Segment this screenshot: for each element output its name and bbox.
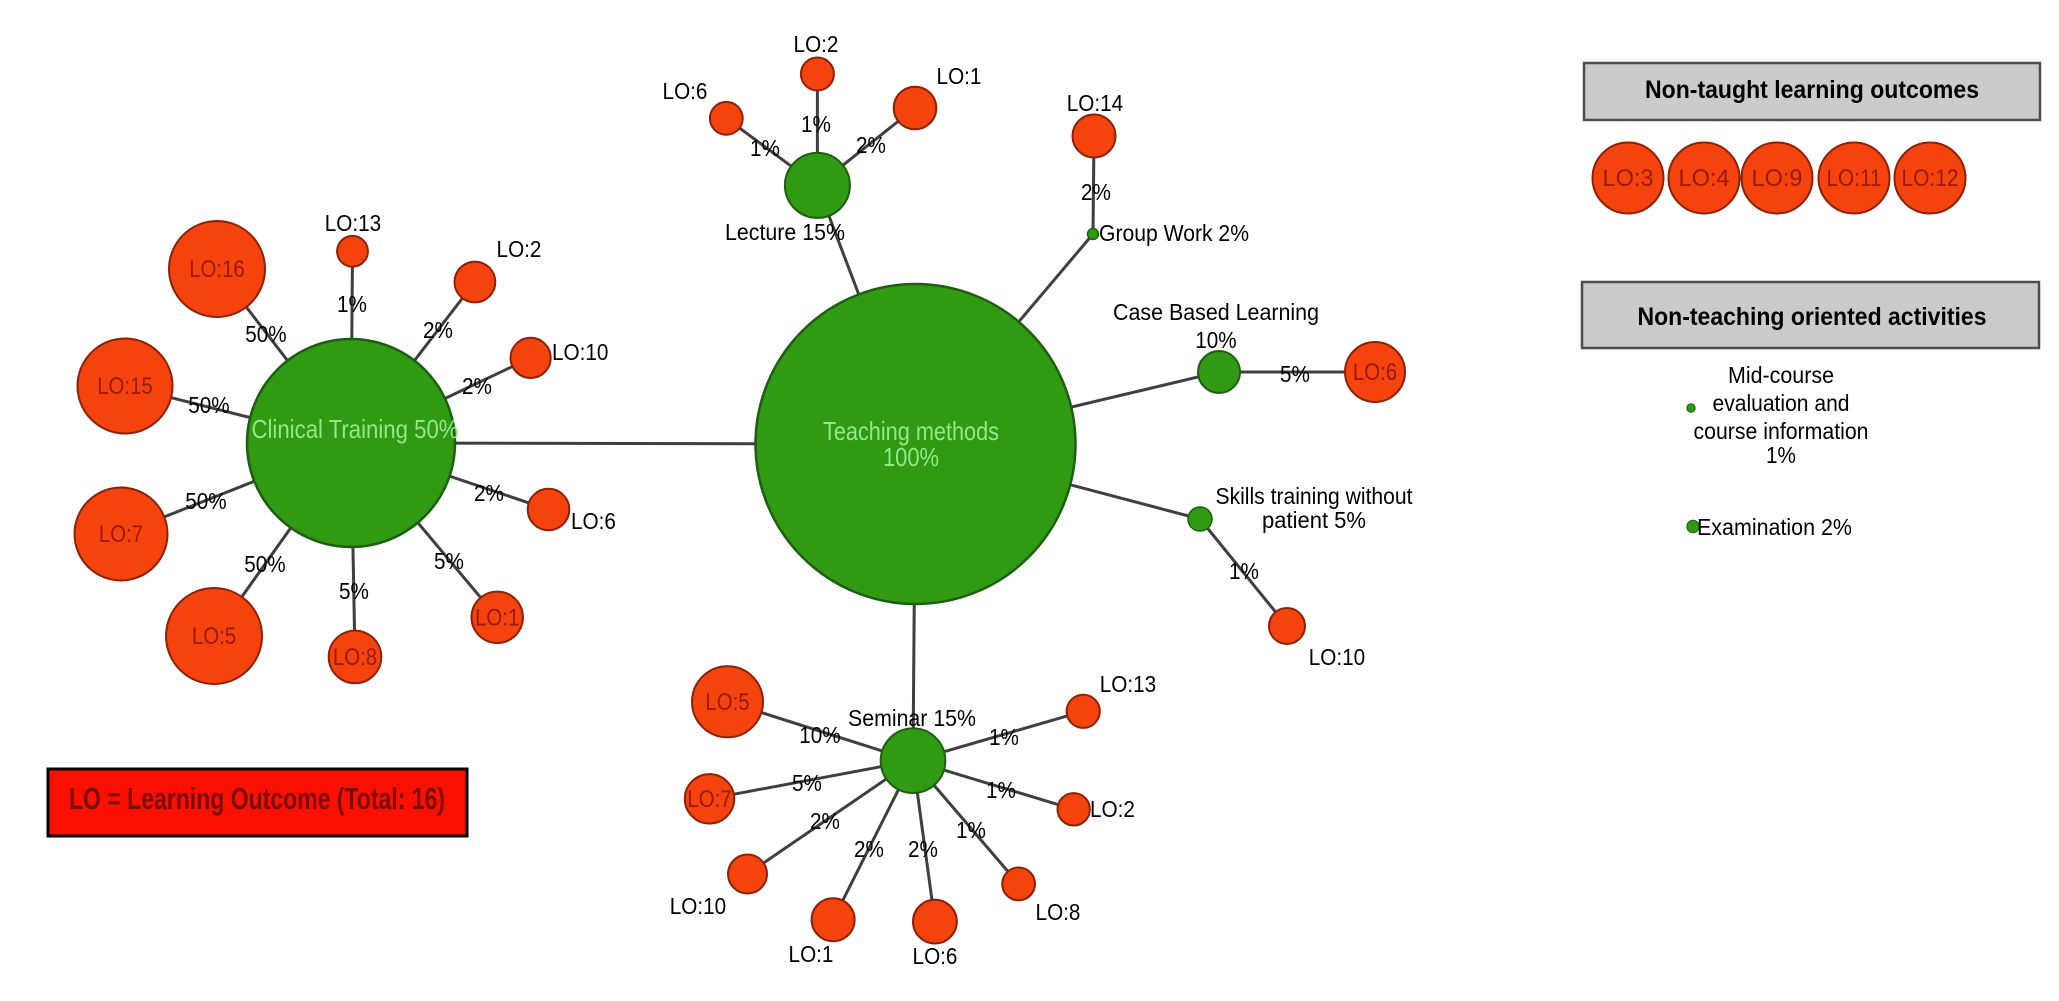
svg-text:LO:6: LO:6 [571, 508, 616, 534]
svg-text:Skills training without: Skills training without [1216, 483, 1414, 509]
svg-text:LO:5: LO:5 [705, 689, 749, 716]
svg-text:2%: 2% [810, 808, 840, 834]
svg-text:Seminar 15%: Seminar 15% [848, 705, 976, 731]
svg-text:LO:9: LO:9 [1752, 165, 1803, 192]
svg-text:LO:14: LO:14 [1067, 90, 1124, 116]
svg-text:LO:1: LO:1 [475, 604, 519, 631]
svg-text:course information: course information [1694, 418, 1869, 444]
svg-text:1%: 1% [956, 817, 986, 843]
svg-text:LO:16: LO:16 [189, 256, 245, 283]
svg-text:50%: 50% [185, 488, 226, 514]
svg-text:patient 5%: patient 5% [1262, 507, 1366, 533]
svg-text:1%: 1% [801, 111, 831, 137]
svg-text:Examination 2%: Examination 2% [1697, 514, 1852, 540]
svg-text:LO:1: LO:1 [789, 941, 834, 967]
svg-text:LO:4: LO:4 [1679, 165, 1730, 192]
svg-text:Non-teaching oriented activiti: Non-teaching oriented activities [1638, 303, 1987, 331]
svg-text:Group Work 2%: Group Work 2% [1099, 220, 1249, 246]
svg-text:LO:3: LO:3 [1603, 165, 1654, 192]
svg-text:2%: 2% [1081, 179, 1111, 205]
svg-text:50%: 50% [245, 321, 286, 347]
svg-text:2%: 2% [856, 132, 886, 158]
svg-text:LO:7: LO:7 [687, 786, 731, 813]
svg-text:LO:10: LO:10 [1309, 644, 1365, 670]
svg-text:1%: 1% [337, 291, 367, 317]
svg-text:1%: 1% [1766, 442, 1796, 468]
svg-text:5%: 5% [1280, 361, 1310, 387]
svg-text:50%: 50% [244, 551, 285, 577]
svg-text:1%: 1% [986, 777, 1016, 803]
svg-text:50%: 50% [188, 392, 229, 418]
svg-text:LO:12: LO:12 [1902, 165, 1959, 192]
svg-text:5%: 5% [339, 578, 369, 604]
svg-text:LO:5: LO:5 [192, 623, 236, 650]
svg-text:LO:13: LO:13 [325, 210, 381, 236]
svg-text:LO:6: LO:6 [1353, 359, 1397, 386]
svg-text:LO:8: LO:8 [333, 644, 377, 671]
svg-text:evaluation and: evaluation and [1713, 390, 1850, 416]
svg-text:10%: 10% [799, 722, 840, 748]
svg-text:Non-taught learning outcomes: Non-taught learning outcomes [1645, 76, 1979, 104]
svg-text:LO:2: LO:2 [497, 236, 542, 262]
svg-text:LO:6: LO:6 [913, 943, 958, 969]
svg-text:Case Based Learning: Case Based Learning [1113, 299, 1319, 325]
svg-text:Teaching methods: Teaching methods [823, 416, 999, 446]
svg-text:Clinical Training 50%: Clinical Training 50% [252, 414, 459, 444]
svg-text:LO:10: LO:10 [552, 339, 608, 365]
svg-text:LO:11: LO:11 [1827, 165, 1882, 192]
svg-text:LO:15: LO:15 [97, 373, 153, 400]
svg-text:1%: 1% [1229, 558, 1259, 584]
svg-text:1%: 1% [750, 135, 780, 161]
svg-text:Mid-course: Mid-course [1728, 362, 1834, 388]
svg-text:LO:13: LO:13 [1100, 671, 1156, 697]
svg-text:LO:6: LO:6 [663, 78, 708, 104]
svg-text:LO:2: LO:2 [794, 31, 839, 57]
svg-text:LO:2: LO:2 [1090, 796, 1135, 822]
svg-text:2%: 2% [423, 317, 453, 343]
svg-text:LO:10: LO:10 [670, 893, 726, 919]
svg-text:LO:7: LO:7 [99, 521, 143, 548]
svg-text:Lecture 15%: Lecture 15% [725, 219, 845, 245]
svg-text:2%: 2% [462, 373, 492, 399]
svg-text:2%: 2% [854, 836, 884, 862]
svg-text:10%: 10% [1195, 327, 1236, 353]
svg-text:LO = Learning Outcome (Total:: LO = Learning Outcome (Total: 16) [69, 781, 445, 816]
svg-text:2%: 2% [474, 480, 504, 506]
svg-text:5%: 5% [434, 548, 464, 574]
svg-text:2%: 2% [908, 836, 938, 862]
svg-text:LO:1: LO:1 [937, 63, 982, 89]
svg-text:1%: 1% [989, 724, 1019, 750]
svg-text:LO:8: LO:8 [1036, 899, 1081, 925]
svg-text:5%: 5% [792, 770, 822, 796]
svg-text:100%: 100% [883, 442, 939, 472]
